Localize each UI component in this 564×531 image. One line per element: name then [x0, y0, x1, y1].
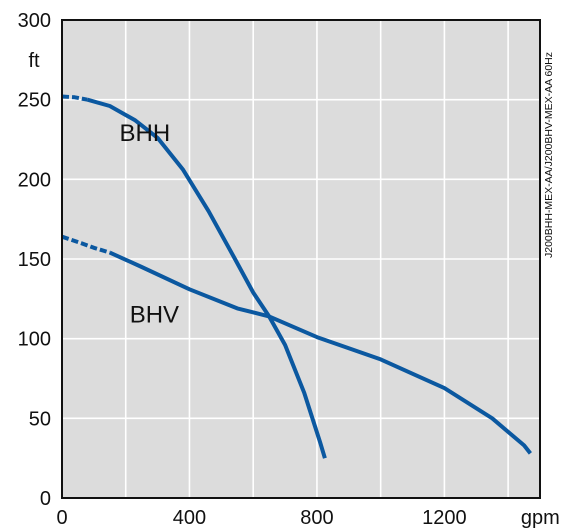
series-line-bhv-dashed	[61, 234, 111, 255]
x-tick-label: 800	[300, 507, 333, 529]
y-tick-label: 0	[40, 488, 51, 510]
series-labels: BHH BHV	[120, 120, 180, 329]
series-line-bhh	[86, 97, 327, 459]
y-tick-label: 200	[18, 169, 51, 191]
series-line-bhh-dashed	[61, 94, 88, 102]
x-tick-label: 0	[56, 507, 67, 529]
y-tick-label: 150	[18, 249, 51, 271]
model-note: J200BHH-MEX-AA/J200BHV-MEX-AA 60Hz	[543, 52, 555, 258]
series-label-bhv: BHV	[130, 302, 179, 329]
x-tick-label: 400	[173, 507, 206, 529]
series-label-bhh: BHH	[120, 120, 171, 147]
x-axis-tick-labels: 0 400 800 1200	[56, 507, 466, 529]
y-axis-tick-labels: 0 50 100 150 200 250 300	[18, 10, 51, 510]
series-line-bhv	[108, 250, 532, 455]
plot-frame	[61, 19, 541, 499]
grid-lines	[62, 20, 540, 498]
y-tick-label: 50	[29, 408, 51, 430]
series-layer	[61, 94, 532, 459]
x-axis-unit: gpm	[521, 507, 560, 529]
y-tick-label: 100	[18, 329, 51, 351]
y-tick-label: 300	[18, 10, 51, 32]
x-tick-label: 1200	[422, 507, 467, 529]
y-tick-label: 250	[18, 90, 51, 112]
y-axis-unit: ft	[28, 50, 40, 72]
